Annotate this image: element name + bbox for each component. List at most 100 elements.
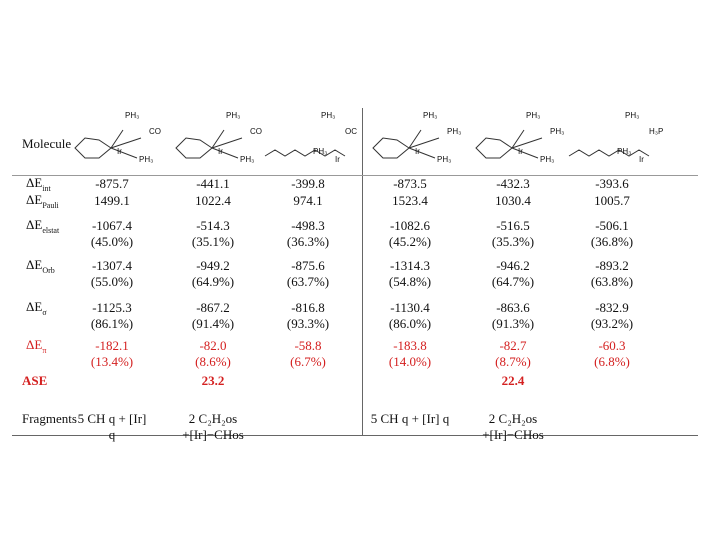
cell-detail: q — [108, 427, 116, 442]
row-label: ASE — [22, 373, 47, 389]
atom-label: PH₃ — [125, 111, 139, 120]
row-label: ΔEOrb — [26, 257, 55, 275]
table-cell: 5 CH q + [Ir] q — [78, 411, 147, 443]
molecule-structure: PH₃ PH₃ Ir PH₃ — [475, 111, 564, 164]
row-label-main: ΔE — [26, 337, 43, 353]
table-cell: -1082.6 (45.2%) — [389, 218, 431, 250]
table-cell: -863.6 (91.3%) — [492, 300, 534, 332]
table: Molecule PH₃ CO Ir PH₃ PH₃ CO Ir PH₃ PH₃ OC PH₃ Ir P… — [12, 104, 698, 442]
row-label: ΔEPauli — [26, 192, 59, 210]
cell-detail: (63.8%) — [590, 274, 634, 289]
table-cell: 1030.4 — [495, 193, 531, 209]
cell-detail: (63.7%) — [286, 274, 330, 289]
cell-value: 1523.4 — [392, 193, 428, 208]
atom-label: PH₃ — [526, 111, 540, 120]
cell-value: -832.9 — [595, 300, 629, 315]
cell-detail: (64.9%) — [191, 274, 235, 289]
cell-value: -1130.4 — [390, 300, 430, 315]
table-cell: 1499.1 — [94, 193, 130, 209]
header-rule — [12, 175, 698, 176]
cell-value: -1314.3 — [389, 258, 431, 273]
table-cell: -893.2 (63.8%) — [591, 258, 633, 290]
cell-detail: (45.0%) — [90, 234, 134, 249]
table-cell: -1307.4 (55.0%) — [91, 258, 133, 290]
table-cell: -867.2 (91.4%) — [192, 300, 234, 332]
table-cell: -514.3 (35.1%) — [192, 218, 234, 250]
table-cell: -432.3 — [496, 176, 530, 192]
cell-value: -1125.3 — [92, 300, 132, 315]
cell-detail: +[Ir]−CHos — [182, 427, 244, 442]
cell-detail: (54.8%) — [388, 274, 432, 289]
table-cell: -506.1 (36.8%) — [591, 218, 633, 250]
row-label-sub: Pauli — [42, 200, 59, 210]
row-label: ΔEelstat — [26, 217, 59, 235]
bottom-rule — [12, 435, 698, 436]
cell-detail: (86.0%) — [388, 316, 432, 331]
cell-value: -1307.4 — [91, 258, 133, 273]
bond-lines — [264, 149, 346, 157]
cell-value: 1022.4 — [195, 193, 231, 208]
row-label-main: ΔE — [26, 192, 43, 208]
cell-value: -893.2 — [595, 258, 629, 273]
atom-label: Ir — [639, 155, 644, 164]
table-cell: -60.3 (6.8%) — [594, 338, 630, 370]
cell-detail: (91.4%) — [191, 316, 235, 331]
row-label-sub: int — [42, 183, 51, 193]
atom-label: PH₃ — [240, 155, 254, 164]
row-label-main: Fragments — [22, 411, 77, 426]
table-cell: -875.6 (63.7%) — [287, 258, 329, 290]
table-cell: -393.6 — [595, 176, 629, 192]
bond-lines — [175, 129, 243, 159]
cell-value: 2 C₂H₂os — [488, 411, 538, 426]
atom-label: CO — [250, 127, 262, 136]
row-label-sub: π — [42, 345, 47, 355]
atom-label: PH₃ — [313, 147, 327, 156]
cell-value: -863.6 — [496, 300, 530, 315]
header-label: Molecule — [22, 136, 72, 151]
row-label-main: ΔE — [26, 299, 43, 315]
molecule-structure: PH₃ CO Ir PH₃ — [175, 111, 262, 164]
atom-label: PH₃ — [617, 147, 631, 156]
cell-value: -393.6 — [595, 176, 629, 191]
row-label-main: ASE — [22, 373, 48, 388]
row-label: ΔEint — [26, 175, 51, 193]
atom-label: PH₃ — [550, 127, 564, 136]
row-label-sub: elstat — [42, 225, 60, 235]
cell-detail: (8.6%) — [195, 354, 231, 369]
cell-value: -514.3 — [196, 218, 230, 233]
table-cell: 23.2 — [202, 373, 225, 389]
atom-label: PH₃ — [226, 111, 240, 120]
cell-value: -816.8 — [291, 300, 325, 315]
table-cell: 1005.7 — [594, 193, 630, 209]
atom-label: PH₃ — [625, 111, 639, 120]
table-cell: -832.9 (93.2%) — [591, 300, 633, 332]
cell-detail: (14.0%) — [388, 354, 432, 369]
cell-detail: (35.1%) — [191, 234, 235, 249]
table-cell: -949.2 (64.9%) — [192, 258, 234, 290]
table-cell: 2 C₂H₂os +[Ir]−CHos — [482, 411, 544, 443]
atom-label: PH₃ — [139, 155, 153, 164]
cell-value: -1067.4 — [91, 218, 133, 233]
cell-detail: (91.3%) — [491, 316, 535, 331]
table-cell: -498.3 (36.3%) — [287, 218, 329, 250]
cell-value: -432.3 — [496, 176, 530, 191]
table-cell: -399.8 — [291, 176, 325, 192]
table-cell: -1314.3 (54.8%) — [389, 258, 431, 290]
bond-lines — [74, 129, 142, 159]
cell-value: -183.8 — [393, 338, 427, 353]
cell-value: 23.2 — [201, 373, 225, 388]
table-cell: -82.7 (8.7%) — [495, 338, 531, 370]
cell-value: 1005.7 — [594, 193, 630, 208]
row-label: ΔEσ — [26, 299, 47, 317]
table-cell: -873.5 — [393, 176, 427, 192]
cell-value: -82.7 — [499, 338, 527, 353]
cell-detail: (6.8%) — [594, 354, 630, 369]
table-cell: 1022.4 — [195, 193, 231, 209]
atom-label: Ir — [335, 155, 340, 164]
table-cell: -441.1 — [196, 176, 230, 192]
cell-detail: (35.3%) — [491, 234, 535, 249]
atom-label: PH₃ — [423, 111, 437, 120]
table-cell: -516.5 (35.3%) — [492, 218, 534, 250]
table-cell: 2 C₂H₂os +[Ir]−CHos — [182, 411, 244, 443]
cell-value: -182.1 — [95, 338, 129, 353]
